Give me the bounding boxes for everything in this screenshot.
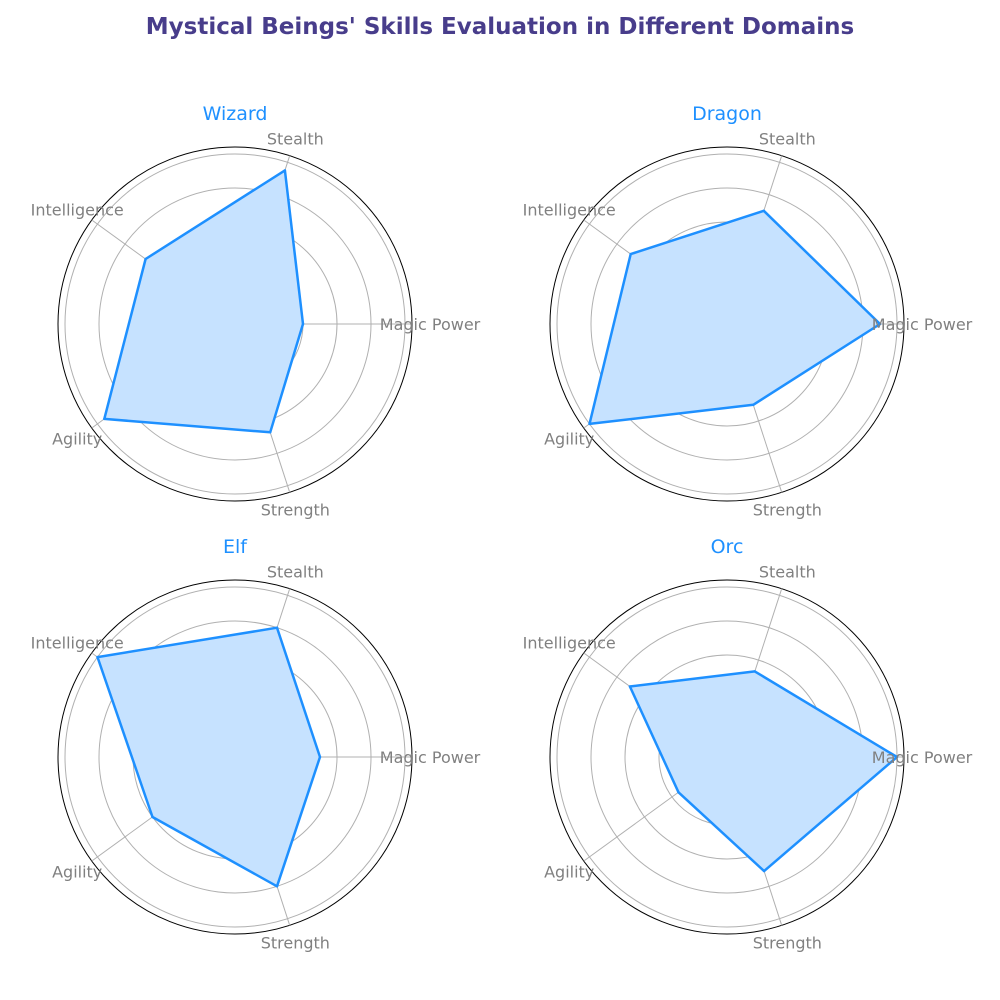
category-label: Stealth xyxy=(267,130,324,149)
data-point xyxy=(588,422,591,426)
category-label: Agility xyxy=(52,863,102,882)
subplot-title: Elf xyxy=(223,536,248,558)
data-point xyxy=(628,685,632,688)
category-label: Intelligence xyxy=(523,200,616,219)
data-point xyxy=(762,869,766,873)
data-point xyxy=(752,403,755,406)
data-point xyxy=(753,670,756,673)
radar-panel-orc: Magic Power Stealth Intelligence Agility Str… xyxy=(523,536,973,953)
subplot-title: Dragon xyxy=(692,103,762,125)
category-label: Agility xyxy=(544,430,594,449)
category-label: Magic Power xyxy=(872,315,973,334)
category-label: Strength xyxy=(261,501,330,520)
subplot-title: Orc xyxy=(711,536,744,558)
data-point xyxy=(677,791,680,794)
radar-panel-dragon: Magic Power Stealth Intelligence Agility Str… xyxy=(523,103,973,520)
series-polygon xyxy=(103,169,305,434)
data-point xyxy=(103,417,106,421)
category-label: Agility xyxy=(52,430,102,449)
series-polygon xyxy=(628,670,899,873)
category-label: Strength xyxy=(753,934,822,953)
category-label: Strength xyxy=(261,934,330,953)
data-point xyxy=(283,169,287,172)
series-polygon xyxy=(96,626,322,888)
data-point xyxy=(318,755,322,759)
figure-title: Mystical Beings' Skills Evaluation in Di… xyxy=(145,14,855,40)
data-point xyxy=(275,885,279,888)
data-point xyxy=(269,431,272,434)
subplot-title: Wizard xyxy=(203,103,268,125)
category-label: Intelligence xyxy=(31,633,124,652)
data-point xyxy=(151,815,154,819)
data-point xyxy=(762,209,765,212)
category-label: Magic Power xyxy=(380,748,481,767)
data-point xyxy=(275,626,279,629)
category-label: Stealth xyxy=(759,130,816,149)
data-point xyxy=(301,322,305,326)
category-label: Magic Power xyxy=(380,315,481,334)
data-point xyxy=(96,655,99,659)
series-polygon xyxy=(588,209,882,426)
category-label: Stealth xyxy=(267,563,324,582)
data-point xyxy=(144,257,147,261)
category-label: Intelligence xyxy=(523,633,616,652)
category-label: Magic Power xyxy=(872,748,973,767)
data-point xyxy=(629,252,632,256)
data-point xyxy=(878,322,882,326)
radar-panel-wizard: Magic Power Stealth Intelligence Agility Str… xyxy=(31,103,481,520)
category-label: Stealth xyxy=(759,563,816,582)
category-label: Intelligence xyxy=(31,200,124,219)
category-label: Strength xyxy=(753,501,822,520)
data-point xyxy=(895,755,899,759)
radar-panel-elf: Magic Power Stealth Intelligence Agility Str… xyxy=(31,536,481,953)
category-label: Agility xyxy=(544,863,594,882)
